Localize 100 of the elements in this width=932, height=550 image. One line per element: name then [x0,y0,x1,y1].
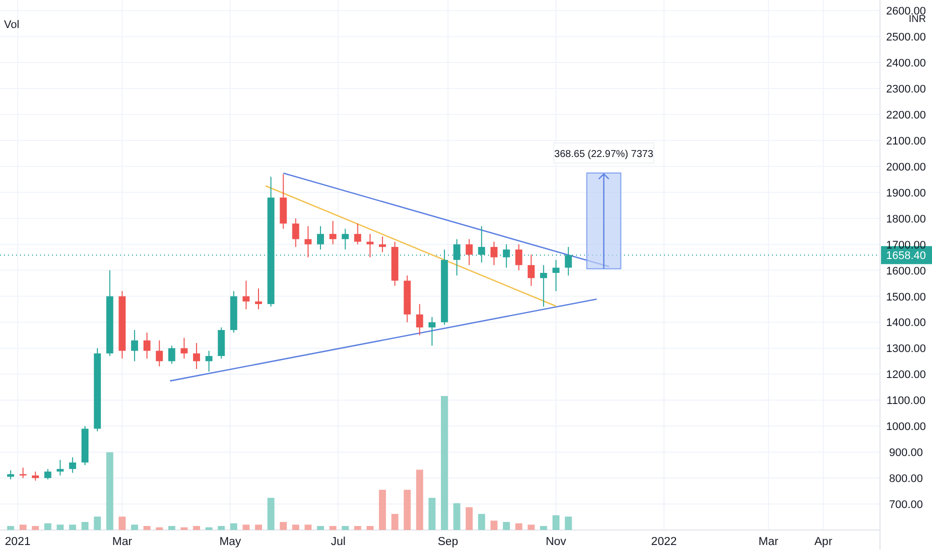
candlestick [490,241,498,266]
candlestick [502,244,510,268]
y-tick-label: 1000.00 [886,421,926,434]
y-tick-label: 2100.00 [886,135,926,148]
bar [20,524,27,530]
bar [416,470,424,530]
annotation: 368.65 (22.97%) 7373 [554,148,654,160]
bar [342,526,349,530]
candlestick [7,470,14,480]
bar [143,526,150,530]
bar [242,524,250,530]
candlestick [131,330,138,362]
bar [466,507,473,530]
candlestick [180,337,188,360]
bar [540,526,548,530]
bar [329,526,336,530]
bar [391,514,398,530]
bar [7,526,14,530]
y-tick-label: 900.00 [889,447,923,460]
chart-title: Vol [4,19,20,31]
candlestick [292,218,300,248]
bar [106,452,114,530]
candlestick [416,304,424,336]
y-tick-label: 1300.00 [886,343,926,356]
bar [378,490,386,530]
bar [205,527,212,530]
x-tick-label: Sep [438,536,458,548]
candlestick [342,228,349,250]
candlestick [242,280,250,310]
candlestick [304,226,312,258]
x-tick-label: 2021 [4,536,31,548]
bar [292,524,300,530]
candlestick [255,288,262,310]
bar [502,522,510,530]
candlestick [540,264,548,308]
bar [528,524,535,530]
bar [44,523,52,530]
bar [32,526,39,530]
bar [564,516,572,530]
candlestick [378,236,386,253]
bar [193,526,200,530]
bar [94,516,101,530]
bar [255,524,262,530]
bar [280,522,287,530]
candlestick [515,244,522,271]
bar [515,523,522,530]
y-tick-label: 2300.00 [886,84,926,96]
y-tick-label: 1400.00 [886,317,926,330]
x-tick-label: Jul [330,536,346,548]
bar [180,527,188,530]
candlestick [69,456,76,474]
y-tick-label: 1900.00 [886,187,926,200]
x-tick-label: May [219,536,242,548]
bar [69,524,76,530]
bar [156,527,163,530]
x-tick-label: Nov [546,536,566,548]
candlestick [528,254,535,286]
bar [56,524,64,530]
y-tick-label: 1500.00 [886,291,926,304]
y-tick-label: 700.00 [889,499,923,512]
candlestick [20,467,27,479]
y-tick-label: 2400.00 [886,58,926,70]
y-tick-label: 2500.00 [886,32,926,44]
x-tick-label: 2022 [651,536,677,548]
candlestick [193,342,200,370]
bar [81,522,88,530]
candlestick [316,226,324,250]
y-tick-label: 1800.00 [886,213,926,226]
candlestick [428,316,436,346]
bar [440,396,448,530]
candlestick [44,468,52,480]
candlestick [552,259,560,292]
x-tick-label: Apr [814,536,832,548]
bar [304,524,312,530]
y-tick-label: 800.00 [889,473,923,486]
y-tick-label: 1100.00 [886,395,926,408]
bar [428,498,436,530]
candlestick [32,471,39,482]
bar [354,526,362,530]
bar [366,526,374,530]
bar [552,515,560,530]
bar [490,520,498,530]
bar [218,526,225,530]
candlestick [143,332,150,360]
ref-line-label: 1658.40 [886,250,926,262]
candlestick [366,233,374,258]
candlestick [156,340,163,367]
candlestick [205,350,212,372]
y-tick-label: 2200.00 [886,109,926,122]
y-tick-label: 1600.00 [886,265,926,278]
bar [131,524,138,530]
y-tick-label: 2000.00 [886,161,926,174]
candlestick [329,220,336,245]
x-tick-label: Mar [112,536,132,548]
bar [453,503,460,530]
bar [230,523,238,530]
candlestick [354,223,362,245]
bar [168,526,176,530]
bar [478,514,486,530]
x-tick-label: Mar [758,536,779,548]
